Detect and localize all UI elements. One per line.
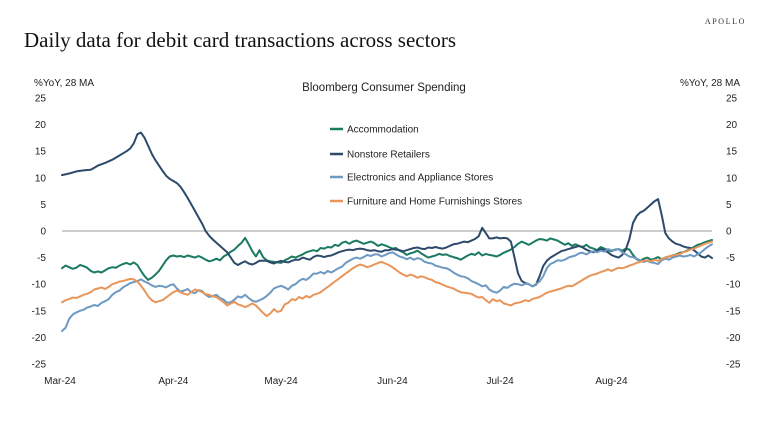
y-tick-left: 20 (35, 120, 47, 131)
y-tick-left: -10 (32, 280, 47, 291)
x-tick-label: Aug-24 (595, 376, 628, 387)
y-tick-right: -25 (726, 360, 741, 371)
y-axis-title-left: %YoY, 28 MA (34, 78, 94, 89)
series-line-electronics-and-appliance-stores (61, 243, 713, 332)
y-tick-right: -10 (726, 280, 741, 291)
y-tick-left: 5 (40, 200, 46, 211)
legend-label: Electronics and Appliance Stores (347, 173, 493, 184)
y-tick-right: 0 (726, 227, 732, 238)
y-tick-left: 10 (35, 173, 47, 184)
legend: Accommodation Nonstore Retailers Electroni… (330, 125, 522, 208)
y-tick-left: 15 (35, 147, 47, 158)
x-tick-label: Apr-24 (158, 376, 188, 387)
y-tick-right: 25 (726, 94, 738, 105)
x-tick-label: May-24 (264, 376, 298, 387)
y-tick-right: -15 (726, 306, 741, 317)
y-tick-right: 5 (726, 200, 732, 211)
x-tick-label: Mar-24 (44, 376, 76, 387)
y-tick-right: 15 (726, 147, 738, 158)
y-tick-left: -5 (37, 253, 46, 264)
y-tick-left: 25 (35, 94, 47, 105)
y-axis-title-right: %YoY, 28 MA (680, 78, 740, 89)
x-tick-label: Jun-24 (377, 376, 408, 387)
y-tick-left: -20 (32, 333, 47, 344)
series-line-nonstore-retailers (61, 131, 713, 288)
y-tick-left: -15 (32, 306, 47, 317)
y-tick-right: 20 (726, 120, 738, 131)
chart-title: Bloomberg Consumer Spending (302, 82, 466, 94)
page-title: Daily data for debit card transactions a… (24, 28, 457, 52)
y-tick-right: 10 (726, 173, 738, 184)
series-line-accommodation (61, 236, 713, 281)
legend-label: Nonstore Retailers (347, 150, 430, 161)
y-tick-right: -20 (726, 333, 741, 344)
legend-label: Accommodation (347, 125, 419, 136)
y-tick-left: 0 (40, 227, 46, 238)
series-line-furniture-and-home-furnishings-stores (61, 240, 713, 318)
y-tick-right: -5 (726, 253, 735, 264)
brand-logo: APOLLO (704, 17, 746, 26)
x-tick-label: Jul-24 (486, 376, 514, 387)
y-tick-left: -25 (32, 360, 47, 371)
legend-label: Furniture and Home Furnishings Stores (347, 197, 522, 208)
